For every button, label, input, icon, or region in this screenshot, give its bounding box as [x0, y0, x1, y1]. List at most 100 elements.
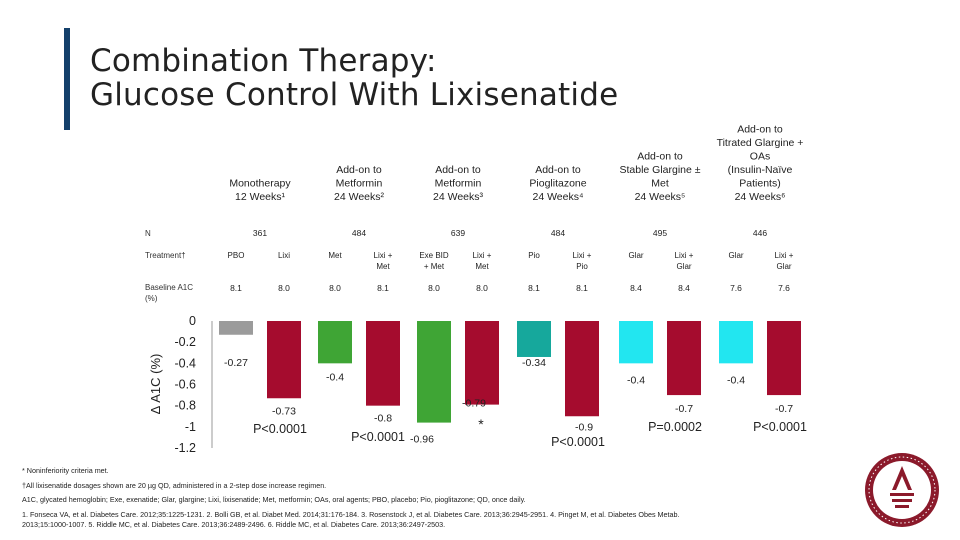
- footnote-abbreviations: A1C, glycated hemoglobin; Exe, exenatide…: [22, 495, 526, 504]
- study-header-line: Stable Glargine ±: [619, 164, 700, 176]
- bar-lixisenatide: [366, 321, 400, 406]
- title-accent-bar: [64, 28, 70, 130]
- row-label-baseline-unit: (%): [145, 294, 158, 303]
- footnote-dosage: †All lixisenatide dosages shown are 20 µ…: [22, 480, 327, 490]
- bar-value-label: -0.7: [775, 403, 793, 415]
- bar-value-label: -0.4: [627, 374, 645, 386]
- study-n-value: 639: [451, 228, 465, 238]
- p-value-label: P<0.0001: [253, 422, 307, 436]
- bar-comparator: [719, 321, 753, 364]
- row-label-n: N: [145, 229, 151, 238]
- study-header-line: Add-on to: [435, 164, 481, 176]
- placebo-adjusted-label: -0.27: [224, 357, 248, 369]
- baseline-a1c-value: 7.6: [778, 283, 790, 293]
- y-axis-label: Δ A1C (%): [148, 354, 163, 415]
- y-tick-label: -1.2: [174, 441, 196, 455]
- study-header-line: Metformin: [435, 178, 482, 190]
- bar-value-label: -0.73: [272, 405, 296, 417]
- treatment-label: Pio: [576, 262, 588, 271]
- bar-value-label: -0.34: [522, 357, 546, 369]
- study-header-line: 12 Weeks¹: [235, 191, 285, 203]
- treatment-label: Pio: [528, 251, 540, 260]
- references-line-2: 2013;15:1000-1007. 5. Riddle MC, et al. …: [22, 520, 446, 529]
- p-value-label: P<0.0001: [753, 420, 807, 434]
- bar-lixisenatide: [565, 321, 599, 417]
- title-line-2: Glucose Control With Lixisenatide: [90, 77, 619, 113]
- study-header-line: 24 Weeks⁴: [532, 191, 583, 203]
- study-header-line: Add-on to: [637, 151, 683, 163]
- p-value-label: P<0.0001: [351, 430, 405, 444]
- study-n-value: 484: [352, 228, 366, 238]
- bar-value-label: -0.4: [727, 374, 745, 386]
- references-line-1: 1. Fonseca VA, et al. Diabetes Care. 201…: [22, 509, 680, 519]
- title-line-1: Combination Therapy:: [90, 43, 437, 79]
- baseline-a1c-value: 7.6: [730, 283, 742, 293]
- study-header-line: 24 Weeks⁶: [735, 191, 786, 203]
- bar-comparator: [318, 321, 352, 364]
- baseline-a1c-value: 8.1: [528, 283, 540, 293]
- study-n-value: 495: [653, 228, 667, 238]
- bar-comparator: [517, 321, 551, 357]
- study-header-line: 24 Weeks²: [334, 191, 384, 203]
- study-n-value: 484: [551, 228, 565, 238]
- bar-value-label: -0.8: [374, 413, 392, 425]
- bar-lixisenatide: [267, 321, 301, 399]
- p-value-label: P=0.0002: [648, 420, 702, 434]
- treatment-label: Met: [376, 262, 390, 271]
- y-tick-label: -0.8: [174, 399, 196, 413]
- baseline-a1c-value: 8.0: [329, 283, 341, 293]
- treatment-label: Lixi +: [675, 251, 694, 260]
- treatment-label: Glar: [728, 251, 743, 260]
- baseline-a1c-value: 8.1: [576, 283, 588, 293]
- y-tick-label: -0.4: [174, 356, 196, 370]
- study-header-line: Met: [651, 178, 669, 190]
- treatment-label: Glar: [776, 262, 791, 271]
- study-header-line: Add-on to: [336, 164, 382, 176]
- bar-value-label: -0.96: [410, 434, 434, 446]
- baseline-a1c-value: 8.1: [377, 283, 389, 293]
- baseline-a1c-value: 8.4: [678, 283, 690, 293]
- bar-value-label: -0.9: [575, 421, 593, 433]
- bar-comparator: [219, 321, 253, 335]
- p-value-label: P<0.0001: [551, 435, 605, 449]
- baseline-a1c-value: 8.1: [230, 283, 242, 293]
- study-header-line: Titrated Glargine +: [717, 137, 804, 149]
- treatment-label: Lixi: [278, 251, 290, 260]
- bar-value-label: -0.79: [462, 398, 486, 410]
- treatment-label: Lixi +: [573, 251, 592, 260]
- treatment-label: Lixi +: [775, 251, 794, 260]
- treatment-label: Met: [328, 251, 342, 260]
- study-header-line: Metformin: [336, 178, 383, 190]
- treatment-label: PBO: [228, 251, 245, 260]
- treatment-label: Glar: [628, 251, 643, 260]
- study-n-value: 446: [753, 228, 767, 238]
- treatment-label: Glar: [676, 262, 691, 271]
- treatment-label: Lixi +: [473, 251, 492, 260]
- treatment-label: Exe BID: [419, 251, 449, 260]
- row-label-treatment: Treatment†: [145, 251, 186, 260]
- y-tick-label: -0.6: [174, 378, 196, 392]
- study-header-line: Patients): [739, 178, 780, 190]
- bar-comparator: [619, 321, 653, 364]
- baseline-a1c-value: 8.4: [630, 283, 642, 293]
- row-label-baseline: Baseline A1C: [145, 283, 193, 292]
- study-n-value: 361: [253, 228, 267, 238]
- study-header-line: Add-on to: [535, 164, 581, 176]
- aace-seal-logo: [865, 453, 939, 527]
- study-header-line: 24 Weeks⁵: [635, 191, 686, 203]
- y-tick-label: -0.2: [174, 335, 196, 349]
- baseline-a1c-value: 8.0: [476, 283, 488, 293]
- baseline-a1c-value: 8.0: [428, 283, 440, 293]
- study-header-line: Pioglitazone: [529, 178, 586, 190]
- treatment-label: + Met: [424, 262, 445, 271]
- bar-value-label: -0.7: [675, 403, 693, 415]
- y-tick-label: 0: [189, 314, 196, 328]
- treatment-label: Met: [475, 262, 489, 271]
- study-header-line: OAs: [750, 151, 770, 163]
- bar-value-label: -0.4: [326, 371, 344, 383]
- footnote-noninferiority: * Noninferiority criteria met.: [22, 466, 109, 475]
- treatment-label: Lixi +: [374, 251, 393, 260]
- bar-lixisenatide: [465, 321, 499, 405]
- bar-lixisenatide: [767, 321, 801, 396]
